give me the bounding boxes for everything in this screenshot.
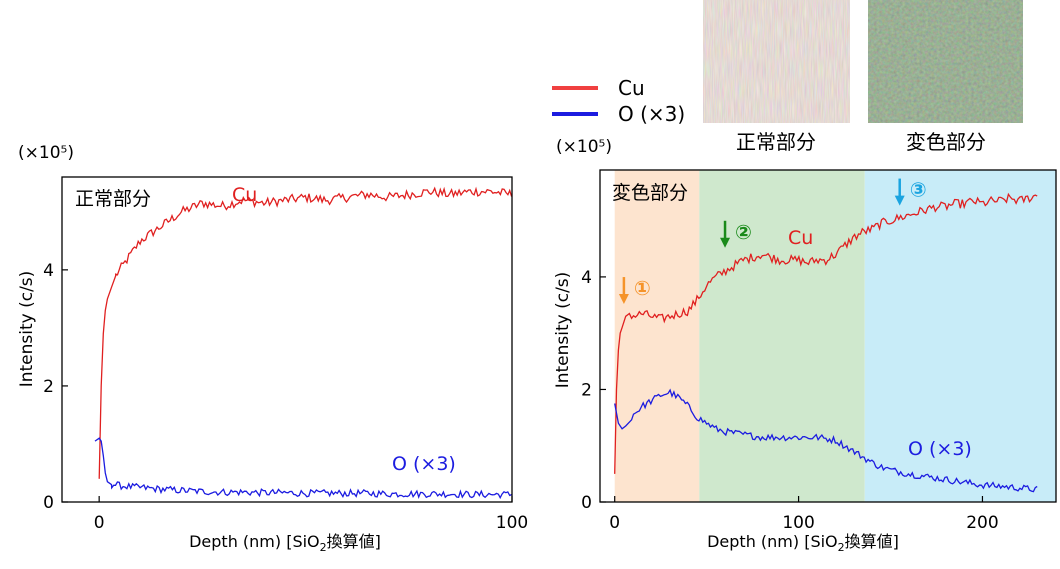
chart-normal-area: 0 100 0 2 4 (×10⁵) 正常部分 Intensity (c/s) Dept… [17, 143, 528, 554]
chart-discolored-marker-1-arrow-head [618, 294, 629, 305]
chart-discolored-annotation-o: O (×3) [908, 438, 972, 460]
chart-discolored-marker-3: ③ [894, 178, 927, 206]
chart-normal-multiplier: (×10⁵) [18, 143, 74, 163]
chart-normal-series-o [94, 437, 512, 500]
chart-normal-xtick-label-100: 100 [496, 513, 528, 533]
chart-normal-ytick-label-4: 4 [43, 261, 54, 281]
chart-discolored-marker-2: ② [720, 220, 752, 248]
chart-discolored-marker-3-label: ③ [910, 178, 927, 202]
chart-discolored-ytick-label-2: 2 [581, 380, 592, 400]
chart-discolored-ylabel: Intensity (c/s) [553, 272, 573, 389]
legend-cu-label: Cu [618, 76, 645, 100]
photo-normal-image [703, 0, 850, 123]
chart-discolored-region-2 [699, 170, 865, 502]
chart-discolored-xlabel-suffix: 換算値] [845, 532, 899, 551]
chart-discolored-xlabel-prefix: Depth (nm) [SiO [707, 532, 838, 551]
chart-discolored-series-cu [614, 192, 1038, 474]
photo-discolored-label: 変色部分 [906, 130, 986, 154]
chart-discolored-marker-2-label: ② [735, 220, 752, 244]
chart-normal-xtick-label-0: 0 [94, 513, 105, 533]
chart-discolored-ytick-label-4: 4 [581, 268, 592, 288]
chart-discolored-multiplier: (×10⁵) [556, 137, 612, 157]
chart-normal-plot-frame [61, 176, 513, 503]
chart-normal-xlabel-prefix: Depth (nm) [SiO [189, 532, 320, 551]
chart-discolored-annotation-cu: Cu [788, 227, 813, 249]
chart-discolored-xlabel-sub: 2 [838, 541, 845, 554]
photo-normal-label: 正常部分 [736, 130, 816, 154]
chart-normal-ytick-label-0: 0 [43, 493, 54, 513]
legend: Cu O (×3) [552, 76, 685, 126]
chart-normal-series-cu [98, 186, 513, 479]
chart-discolored-marker-2-arrow-head [720, 237, 731, 248]
chart-discolored-region-3 [864, 170, 1056, 502]
chart-discolored-marker-3-arrow-head [894, 195, 905, 206]
legend-o-label: O (×3) [618, 102, 685, 126]
chart-discolored-xtick-label-0: 0 [609, 513, 620, 533]
chart-discolored-xtick-label-200: 200 [966, 513, 998, 533]
chart-normal-ylabel: Intensity (c/s) [17, 271, 37, 388]
chart-normal-annotation-o: O (×3) [392, 453, 456, 475]
chart-discolored-region-1 [614, 170, 700, 502]
photo-discolored-image [868, 0, 1023, 123]
chart-discolored-xlabel: Depth (nm) [SiO2換算値] [707, 532, 899, 554]
chart-discolored-area: 0 100 200 0 2 4 ① ② ③ (×10⁵) 変色部分 Intensity (c/… [553, 137, 1057, 554]
chart-normal-panel-label: 正常部分 [75, 188, 151, 210]
chart-discolored-series-o [614, 388, 1038, 493]
chart-normal-ytick-label-2: 2 [43, 377, 54, 397]
chart-normal-xlabel-sub: 2 [320, 541, 327, 554]
photo-discolored: 変色部分 [868, 0, 1023, 154]
chart-normal-xlabel-suffix: 換算値] [327, 532, 381, 551]
chart-discolored-marker-1-label: ① [634, 276, 651, 300]
chart-discolored-panel-label: 変色部分 [612, 182, 688, 204]
chart-discolored-ytick-label-0: 0 [581, 493, 592, 513]
chart-normal-annotation-cu: Cu [232, 184, 257, 206]
chart-discolored-marker-1: ① [618, 276, 651, 305]
chart-normal-xlabel: Depth (nm) [SiO2換算値] [189, 532, 381, 554]
chart-discolored-plot-frame [599, 169, 1057, 503]
chart-discolored-xtick-label-100: 100 [782, 513, 814, 533]
photo-normal: 正常部分 [703, 0, 850, 154]
